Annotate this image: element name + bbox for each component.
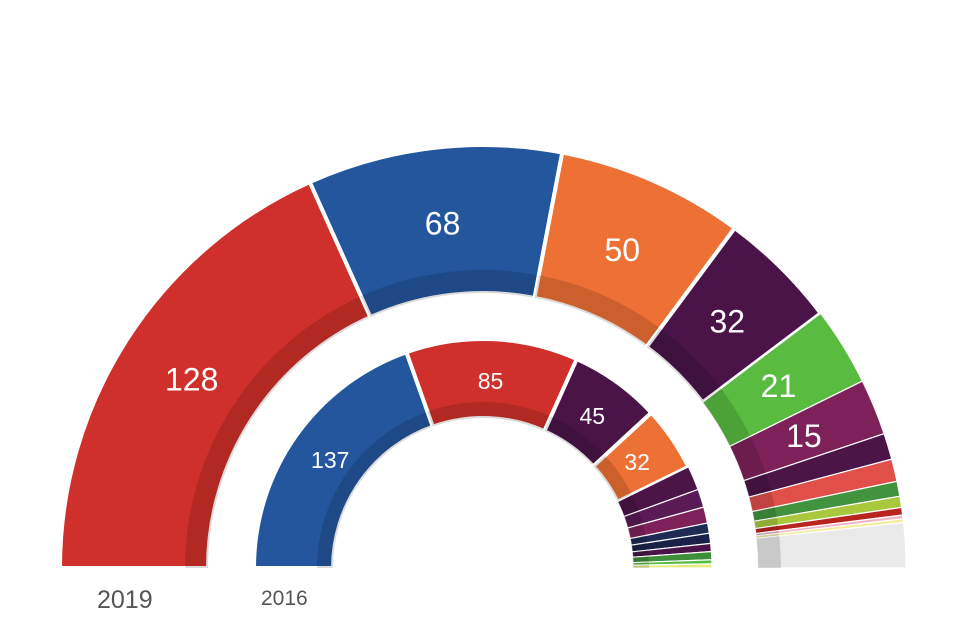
ring-2016: 137 85 45 32 [251, 337, 713, 570]
seat-segment-shade-2016-0 [317, 411, 433, 568]
year-label-2019: 2019 [97, 586, 153, 614]
seat-label-2016-0: 137 [311, 447, 349, 473]
ring-2019: 128 68 50 32 21 15 [57, 143, 907, 570]
seat-label-2019-4: 21 [761, 368, 797, 404]
seat-segment-2019-13 [755, 521, 907, 569]
seat-segment-shade-2016-7 [630, 535, 648, 546]
seat-segment-shade-2016-11 [632, 562, 649, 566]
seat-segment-shade-2016-10 [632, 556, 649, 563]
seat-segment-shade-2019-0 [185, 296, 371, 568]
seat-segment-shade-2019-11 [755, 530, 779, 536]
seat-label-2019-2: 50 [604, 232, 640, 268]
seat-label-2019-3: 32 [709, 304, 745, 340]
seat-segment-shade-2019-8 [752, 506, 777, 522]
seat-segment-shade-2019-13 [756, 535, 781, 568]
seat-segment-shade-2016-12 [632, 565, 649, 568]
seat-segment-shade-2016-5 [623, 511, 644, 529]
seat-segment-shade-2016-3 [593, 455, 632, 502]
seat-segment-shade-2016-4 [617, 494, 639, 517]
seat-segment-shade-2019-6 [743, 473, 771, 498]
seat-label-2019-1: 68 [425, 205, 461, 241]
year-label-2016: 2016 [261, 587, 308, 610]
seat-label-2019-0: 128 [165, 361, 218, 397]
seat-segment-shade-2016-6 [627, 523, 646, 539]
seat-segment-shade-2019-7 [748, 491, 775, 512]
seat-segment-shade-2019-2 [534, 275, 661, 347]
seat-segment-shade-2019-4 [702, 388, 751, 447]
seat-label-2016-1: 85 [478, 368, 504, 394]
seat-segment-shade-2019-5 [729, 436, 766, 481]
seat-label-2016-3: 32 [624, 449, 650, 475]
seat-segment-shade-2019-3 [646, 328, 721, 403]
seat-label-2019-5: 15 [786, 418, 822, 454]
seat-segment-shade-2019-12 [756, 533, 780, 539]
seat-label-2016-2: 45 [579, 403, 605, 429]
seat-segment-shade-2016-2 [544, 416, 606, 467]
seat-segment-shade-2019-1 [360, 270, 539, 318]
seat-segment-shade-2016-9 [632, 550, 649, 558]
seat-segment-shade-2016-8 [631, 542, 649, 552]
seat-segment-shade-2016-1 [427, 402, 551, 432]
seat-segment-2016-12 [632, 563, 713, 569]
seat-segment-2019-0 [57, 179, 374, 570]
seat-segment-shade-2019-10 [755, 525, 779, 534]
